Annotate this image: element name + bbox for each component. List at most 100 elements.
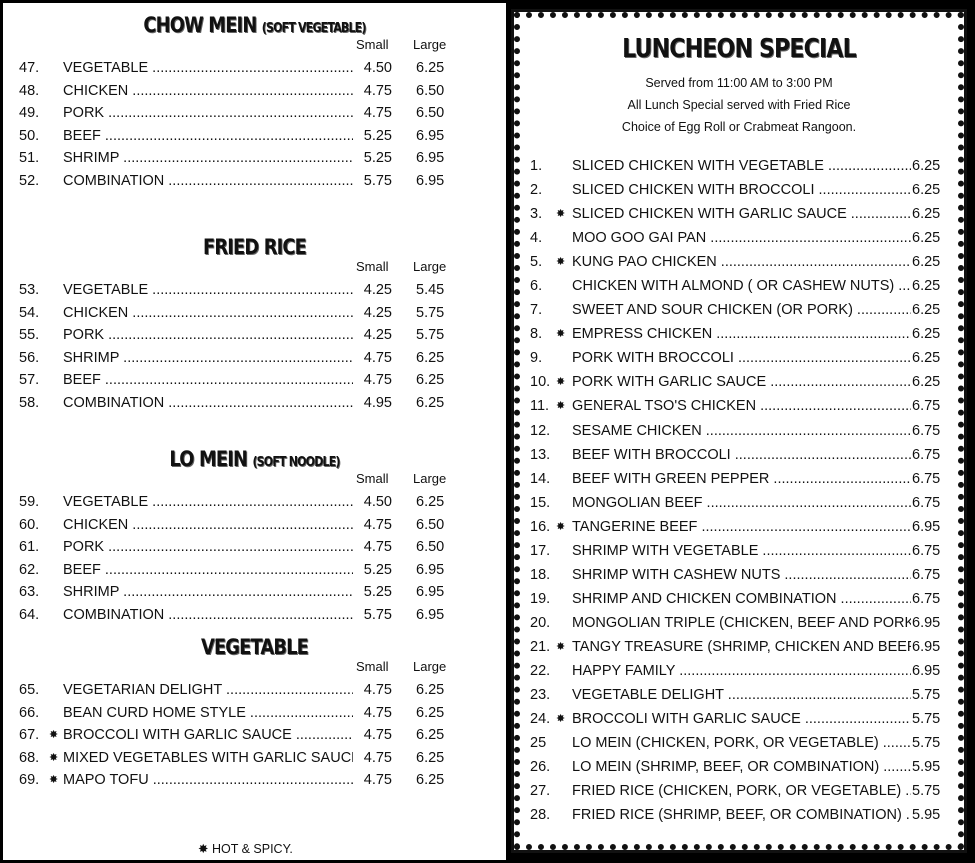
item-name: PORK WITH BROCCOLI xyxy=(572,346,917,370)
price-large: 6.50 xyxy=(416,82,445,99)
column-small: Small xyxy=(356,37,389,52)
price-small: 4.50 xyxy=(356,57,392,80)
menu-item: 51. SHRIMP5.25 6.95 xyxy=(3,147,506,170)
price-large: 6.25 xyxy=(416,727,445,743)
menu-item: 57. BEEF4.75 6.25 xyxy=(3,369,506,392)
chili-pepper-icon: ✸ xyxy=(556,640,566,653)
item-number: 12. xyxy=(530,422,551,439)
item-price: 6.95 xyxy=(911,634,941,659)
price-large: 6.95 xyxy=(416,561,445,578)
section-subtitle: (SOFT VEGETABLE) xyxy=(261,21,367,36)
section-title: CHOW MEIN (SOFT VEGETABLE) xyxy=(143,13,367,37)
item-number: 62. xyxy=(19,561,40,578)
item-price: 5.75 xyxy=(911,707,941,732)
item-price: 6.25 xyxy=(911,298,941,323)
item-number: 22. xyxy=(530,662,551,679)
item-name: TANGY TREASURE (SHRIMP, CHICKEN AND BEEF… xyxy=(572,635,917,659)
item-number: 27. xyxy=(530,783,551,800)
price-large: 6.25 xyxy=(416,704,445,721)
price-small: 4.75 xyxy=(356,102,392,125)
price-small: 5.75 xyxy=(356,169,392,192)
price-small: 4.75 xyxy=(356,346,392,369)
column-large: Large xyxy=(413,659,447,674)
luncheon-title: LUNCHEON SPECIAL xyxy=(622,34,857,64)
menu-item: 63. SHRIMP5.25 6.95 xyxy=(3,581,506,604)
price-small: 5.75 xyxy=(356,603,392,626)
price-small: 4.25 xyxy=(356,301,392,324)
item-name: VEGETABLE xyxy=(63,279,353,302)
item-price: 6.25 xyxy=(911,346,941,371)
item-price: 6.25 xyxy=(911,322,941,347)
item-name: SWEET AND SOUR CHICKEN (OR PORK) xyxy=(572,298,917,322)
lunch-item: 5. ✸ KUNG PAO CHICKEN6.25 xyxy=(520,250,958,275)
item-number: 28. xyxy=(530,807,551,824)
item-name: SHRIMP xyxy=(63,581,353,604)
menu-item: 69. ✸ MAPO TOFU4.75 6.25 xyxy=(3,769,506,792)
item-price: 6.25 xyxy=(911,250,941,275)
item-number: 17. xyxy=(530,542,551,559)
lunch-item: 21. ✸ TANGY TREASURE (SHRIMP, CHICKEN AND … xyxy=(520,634,958,659)
item-number: 61. xyxy=(19,539,40,555)
price-large: 6.25 xyxy=(416,394,445,411)
luncheon-special-panel: LUNCHEON SPECIAL Served from 11:00 AM to… xyxy=(511,9,967,853)
menu-item: 59. VEGETABLE4.50 6.25 xyxy=(3,491,506,514)
section-chow-mein: CHOW MEIN (SOFT VEGETABLE) Small Large 47. V… xyxy=(3,13,506,192)
item-number: 48. xyxy=(19,82,40,99)
item-price: 6.25 xyxy=(911,274,941,299)
item-name: MONGOLIAN BEEF xyxy=(572,491,917,515)
chili-pepper-icon: ✸ xyxy=(49,729,59,741)
price-large: 6.25 xyxy=(416,494,445,510)
section-title: VEGETABLE xyxy=(201,635,309,659)
item-name: CHICKEN xyxy=(63,80,353,103)
item-price: 6.95 xyxy=(911,514,941,539)
item-number: 51. xyxy=(19,150,40,166)
column-small: Small xyxy=(356,259,389,274)
menu-item: 64. COMBINATION5.75 6.95 xyxy=(3,603,506,626)
item-price: 6.25 xyxy=(911,226,941,251)
item-name: SHRIMP AND CHICKEN COMBINATION xyxy=(572,587,917,611)
item-name: HAPPY FAMILY xyxy=(572,659,917,683)
item-name: PORK WITH GARLIC SAUCE xyxy=(572,370,917,394)
menu-item: 62. BEEF5.25 6.95 xyxy=(3,558,506,582)
item-name: MOO GOO GAI PAN xyxy=(572,226,917,250)
item-number: 68. xyxy=(19,749,40,766)
price-small: 4.75 xyxy=(356,746,392,769)
lunch-item: 28. FRIED RICE (SHRIMP, BEEF, OR COMBINAT… xyxy=(520,803,958,828)
price-large: 6.95 xyxy=(416,127,445,144)
menu-item: 48. CHICKEN4.75 6.50 xyxy=(3,79,506,103)
item-price: 6.75 xyxy=(911,466,941,491)
item-name: VEGETARIAN DELIGHT xyxy=(63,679,353,702)
item-name: EMPRESS CHICKEN xyxy=(572,322,917,346)
item-name: COMBINATION xyxy=(63,170,353,193)
item-number: 26. xyxy=(530,759,551,776)
price-small: 5.25 xyxy=(356,124,392,147)
price-large: 6.25 xyxy=(416,682,445,698)
menu-item: 53. VEGETABLE4.25 5.45 xyxy=(3,279,506,302)
price-large: 5.45 xyxy=(416,282,445,298)
item-number: 11. xyxy=(530,398,550,415)
item-number: 54. xyxy=(19,304,40,321)
menu-item: 60. CHICKEN4.75 6.50 xyxy=(3,513,506,536)
item-name: BEEF xyxy=(63,559,353,582)
lunch-item: 2. SLICED CHICKEN WITH BROCCOLI6.25 xyxy=(520,178,958,203)
item-number: 50. xyxy=(19,127,40,144)
item-price: 6.75 xyxy=(911,490,941,515)
column-large: Large xyxy=(413,37,447,52)
item-name: SHRIMP WITH VEGETABLE xyxy=(572,539,917,563)
item-name: BROCCOLI WITH GARLIC SAUCE xyxy=(572,707,917,731)
item-price: 6.25 xyxy=(911,178,941,203)
price-small: 4.25 xyxy=(356,279,392,302)
item-number: 65. xyxy=(19,682,40,698)
item-number: 24. xyxy=(530,711,551,728)
item-name: CHICKEN xyxy=(63,302,353,325)
lunch-item: 26. LO MEIN (SHRIMP, BEEF, OR COMBINATION… xyxy=(520,755,958,780)
section-lo-mein: LO MEIN (SOFT NOODLE) Small Large 59. VEGETA… xyxy=(3,447,506,626)
item-number: 16. xyxy=(530,518,551,535)
item-number: 20. xyxy=(530,614,551,631)
lunch-item: 24. ✸ BROCCOLI WITH GARLIC SAUCE5.75 xyxy=(520,707,958,732)
column-small: Small xyxy=(356,659,389,674)
price-small: 5.25 xyxy=(356,581,392,604)
item-name: LO MEIN (CHICKEN, PORK, OR VEGETABLE) xyxy=(572,731,917,755)
price-small: 4.75 xyxy=(356,701,392,724)
item-number: 57. xyxy=(19,372,40,388)
